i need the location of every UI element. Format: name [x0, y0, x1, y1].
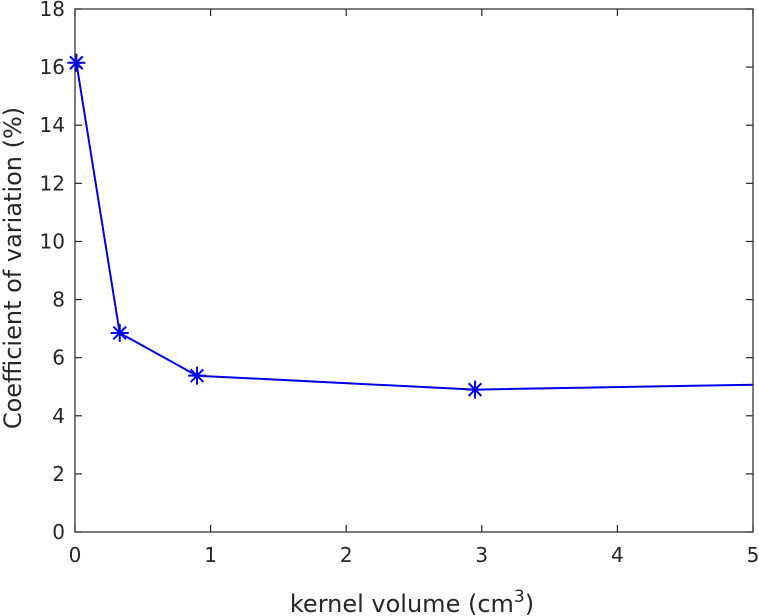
x-tick-label: 3	[475, 543, 488, 567]
y-tick-label: 2	[52, 462, 65, 486]
y-tick-label: 6	[52, 346, 65, 370]
x-axis-label: kernel volume (cm3)	[290, 587, 534, 616]
y-tick-label: 16	[40, 55, 65, 79]
data-series	[67, 53, 754, 399]
x-tick-label: 1	[204, 543, 217, 567]
x-tick-label: 5	[747, 543, 759, 567]
y-axis-label: Coefficient of variation (%)	[0, 107, 27, 429]
y-tick-label: 14	[40, 113, 65, 137]
marker-stroke	[467, 382, 483, 397]
plot-area	[74, 8, 754, 533]
data-point-marker	[188, 366, 207, 385]
data-point-marker	[466, 380, 485, 399]
x-tick-label: 0	[69, 543, 82, 567]
x-tick-label: 4	[611, 543, 624, 567]
x-axis-label-superscript: 3	[514, 587, 525, 607]
data-point-marker	[110, 323, 129, 342]
x-axis-label-text: kernel volume (cm	[290, 590, 514, 616]
x-axis-label-suffix: )	[525, 590, 534, 616]
plot-frame	[74, 8, 754, 533]
y-tick-label: 8	[52, 288, 65, 312]
y-tick-label: 10	[40, 229, 65, 253]
marker-stroke	[69, 55, 84, 70]
marker-stroke	[112, 325, 127, 341]
x-tick-label: 2	[340, 543, 353, 567]
y-tick-label: 0	[52, 520, 65, 544]
data-point-marker	[67, 53, 86, 72]
y-tick-label: 18	[40, 0, 65, 21]
y-tick-label: 4	[52, 404, 65, 428]
marker-stroke	[189, 368, 205, 383]
y-tick-label: 12	[40, 171, 65, 195]
